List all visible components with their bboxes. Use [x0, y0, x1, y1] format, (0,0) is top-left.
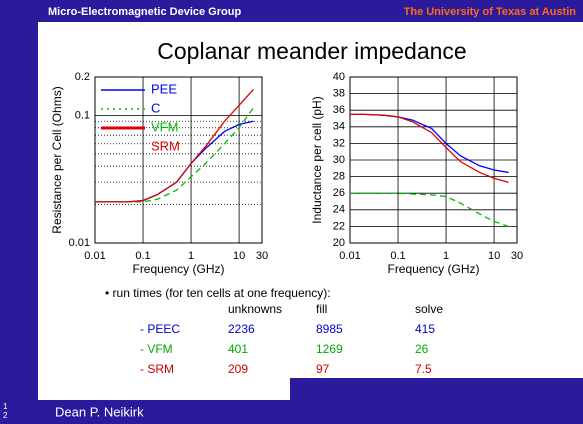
page-number: 12	[3, 402, 8, 420]
plot-frame	[349, 76, 518, 244]
y-tick-label: 24	[333, 204, 345, 216]
table-cell: 209	[228, 362, 248, 376]
x-axis-label: Frequency (GHz)	[132, 262, 224, 276]
column-header: unknowns	[228, 302, 282, 316]
y-tick-label: 0.01	[69, 237, 90, 249]
author: Dean P. Neikirk	[55, 404, 144, 419]
header-right: The University of Texas at Austin	[404, 6, 577, 18]
table-cell: 97	[316, 362, 330, 376]
table-cell: 8985	[316, 322, 343, 336]
table-cell: 2236	[228, 322, 255, 336]
legend-label: SRM	[151, 138, 180, 153]
row-label: - VFM	[140, 342, 173, 356]
y-tick-label: 32	[333, 137, 345, 149]
table-cell: 26	[415, 342, 429, 356]
row-label: - SRM	[140, 362, 174, 376]
y-tick-label: 26	[333, 187, 345, 199]
x-tick-label: 30	[511, 250, 523, 262]
y-tick-label: 36	[333, 104, 345, 116]
x-tick-label: 30	[256, 250, 268, 262]
series-line	[350, 192, 509, 228]
x-tick-label: 0.01	[339, 250, 360, 262]
x-tick-label: 0.01	[84, 250, 105, 262]
table-cell: 1269	[316, 342, 343, 356]
y-tick-label: 34	[333, 121, 345, 133]
header-left: Micro-Electromagnetic Device Group	[48, 6, 241, 18]
table-cell: 401	[228, 342, 248, 356]
legend-label: PEE	[151, 81, 177, 96]
x-tick-label: 1	[188, 250, 194, 262]
x-tick-label: 0.1	[390, 250, 405, 262]
y-axis-label: Inductance per cell (pH)	[310, 96, 324, 223]
y-tick-label: 20	[333, 237, 345, 249]
plot-frame	[94, 76, 263, 244]
footer-block	[290, 378, 583, 424]
series-line	[95, 88, 255, 203]
x-tick-label: 10	[488, 250, 500, 262]
footer-bar	[0, 400, 292, 424]
legend-label: VFM	[151, 119, 178, 134]
row-label: - PEEC	[140, 322, 180, 336]
table-cell: 415	[415, 322, 435, 336]
x-tick-label: 0.1	[135, 250, 150, 262]
y-tick-label: 40	[333, 71, 345, 83]
x-tick-label: 1	[443, 250, 449, 262]
y-tick-label: 0.2	[75, 71, 90, 83]
series-line	[350, 113, 509, 184]
slide-title: Coplanar meander impedance	[157, 38, 466, 64]
column-header: fill	[316, 302, 327, 316]
side-bar	[0, 0, 38, 424]
x-axis-label: Frequency (GHz)	[387, 262, 479, 276]
legend-label: C	[151, 100, 160, 115]
column-header: solve	[415, 302, 443, 316]
y-axis-label: Resistance per Cell (Ohms)	[50, 86, 64, 233]
y-tick-label: 28	[333, 171, 345, 183]
y-tick-label: 0.1	[75, 109, 90, 121]
table-intro: • run times (for ten cells at one freque…	[105, 286, 331, 300]
series-line	[95, 107, 255, 203]
y-tick-label: 30	[333, 154, 345, 166]
table-cell: 7.5	[415, 362, 432, 376]
x-tick-label: 10	[233, 250, 245, 262]
y-tick-label: 38	[333, 88, 345, 100]
header-bar	[0, 0, 583, 22]
y-tick-label: 22	[333, 220, 345, 232]
